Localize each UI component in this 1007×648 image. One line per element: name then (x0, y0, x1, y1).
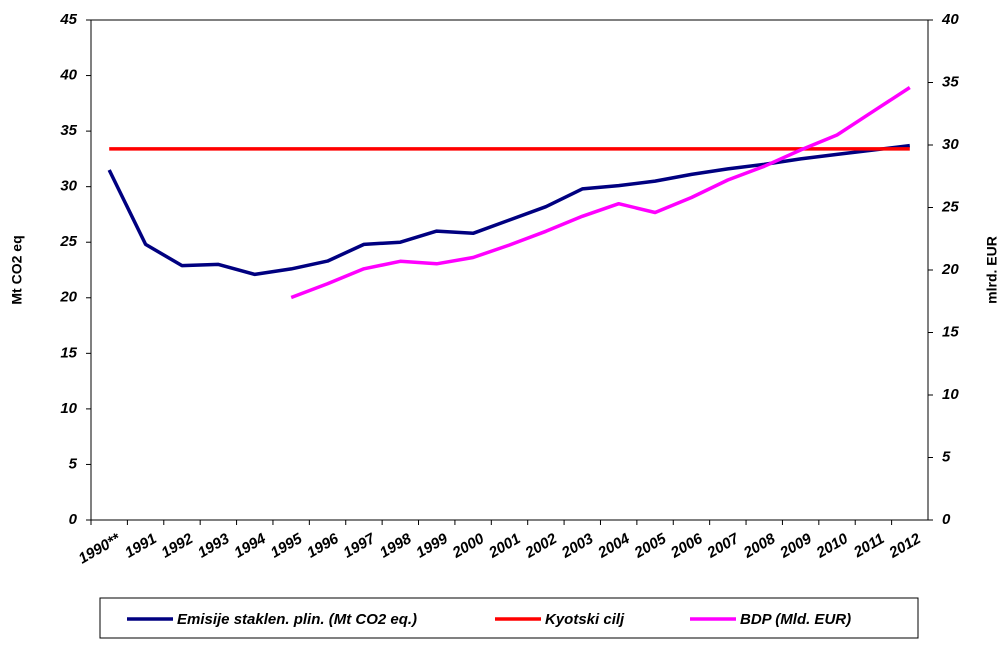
x-tick-label: 1996 (304, 530, 342, 562)
y2-tick-label: 5 (942, 448, 951, 465)
y2-tick-label: 10 (942, 386, 959, 403)
x-tick-label: 2003 (558, 530, 597, 562)
y-tick-label: 25 (59, 233, 77, 250)
x-tick-label: 1990** (76, 530, 125, 568)
y-tick-label: 10 (60, 400, 77, 417)
x-tick-label: 2008 (740, 530, 779, 562)
x-tick-label: 2004 (594, 530, 633, 562)
y2-axis-label: mlrd. EUR (984, 236, 1000, 304)
y-tick-label: 30 (60, 178, 77, 195)
x-tick-label: 1994 (231, 530, 269, 562)
x-tick-label: 2006 (667, 530, 706, 562)
x-tick-label: 2011 (850, 530, 887, 561)
legend-label: BDP (Mld. EUR) (740, 611, 851, 628)
x-tick-label: 2012 (886, 530, 925, 562)
x-tick-label: 2002 (522, 530, 561, 562)
x-tick-label: 2000 (449, 530, 488, 562)
y-tick-label: 5 (69, 455, 78, 472)
y-tick-label: 15 (60, 344, 77, 361)
x-tick-label: 2010 (813, 530, 852, 562)
x-tick-label: 1999 (413, 530, 451, 562)
y-tick-label: 40 (59, 67, 77, 84)
x-tick-label: 2001 (485, 530, 523, 562)
series-line (107, 143, 911, 277)
series-line (290, 86, 911, 300)
x-tick-label: 2009 (776, 530, 815, 562)
y2-tick-label: 30 (942, 136, 959, 153)
y2-tick-label: 0 (942, 511, 951, 528)
x-tick-label: 1998 (377, 530, 415, 562)
y-tick-label: 45 (59, 11, 77, 28)
x-tick-label: 1991 (122, 530, 159, 561)
y-axis-label: Mt CO2 eq (9, 235, 25, 304)
x-tick-label: 1997 (341, 530, 379, 562)
plot-frame (90, 19, 929, 521)
y-tick-label: 0 (69, 511, 78, 528)
x-tick-label: 2005 (631, 530, 670, 562)
x-tick-label: 1992 (159, 530, 197, 562)
x-tick-label: 1993 (195, 530, 233, 562)
y2-tick-label: 20 (941, 261, 959, 278)
y2-tick-label: 40 (941, 11, 959, 28)
y-tick-label: 35 (60, 122, 77, 139)
y2-tick-label: 15 (942, 323, 959, 340)
y2-tick-label: 25 (941, 198, 959, 215)
y-tick-label: 20 (59, 289, 77, 306)
legend-label: Emisije staklen. plin. (Mt CO2 eq.) (177, 611, 417, 628)
x-tick-label: 1995 (268, 530, 306, 562)
y2-tick-label: 35 (942, 73, 959, 90)
x-tick-label: 2007 (704, 530, 743, 562)
legend-label: Kyotski cilj (545, 611, 625, 628)
